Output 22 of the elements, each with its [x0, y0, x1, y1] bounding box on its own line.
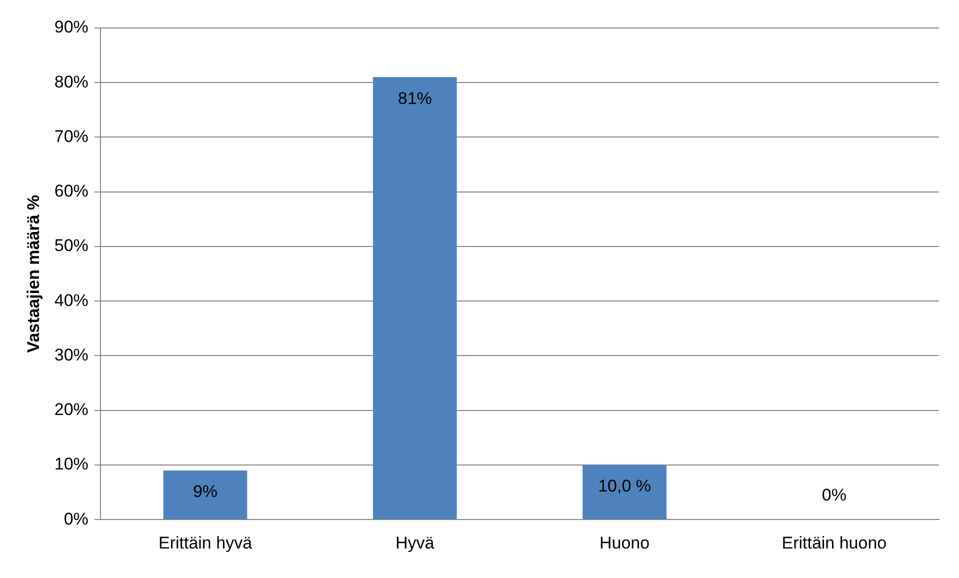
data-label: 81%	[398, 88, 432, 108]
data-label: 10,0 %	[598, 476, 652, 496]
x-tick-label: Huono	[599, 533, 650, 552]
data-label: 0%	[822, 485, 846, 504]
data-label: 9%	[192, 482, 218, 502]
x-tick-label: Hyvä	[396, 533, 435, 552]
y-tick-label: 0%	[64, 509, 88, 528]
y-tick-label: 10%	[54, 454, 88, 474]
y-tick-label: 50%	[54, 236, 88, 256]
bar	[163, 470, 248, 520]
y-axis-title: Vastaajien määrä %	[24, 194, 43, 353]
y-tick-label: 90%	[54, 18, 88, 37]
y-tick-label: 20%	[54, 400, 88, 420]
y-tick-label: 80%	[54, 72, 88, 92]
bar	[582, 464, 666, 520]
x-tick-label: Erittäin hyvä	[158, 533, 253, 552]
x-tick-label: Erittäin huono	[782, 533, 887, 552]
y-tick-label: 40%	[54, 290, 88, 310]
y-tick-label: 30%	[54, 345, 88, 364]
y-tick-label: 60%	[54, 182, 88, 201]
y-tick-label: 70%	[54, 126, 88, 146]
bar	[372, 77, 457, 520]
